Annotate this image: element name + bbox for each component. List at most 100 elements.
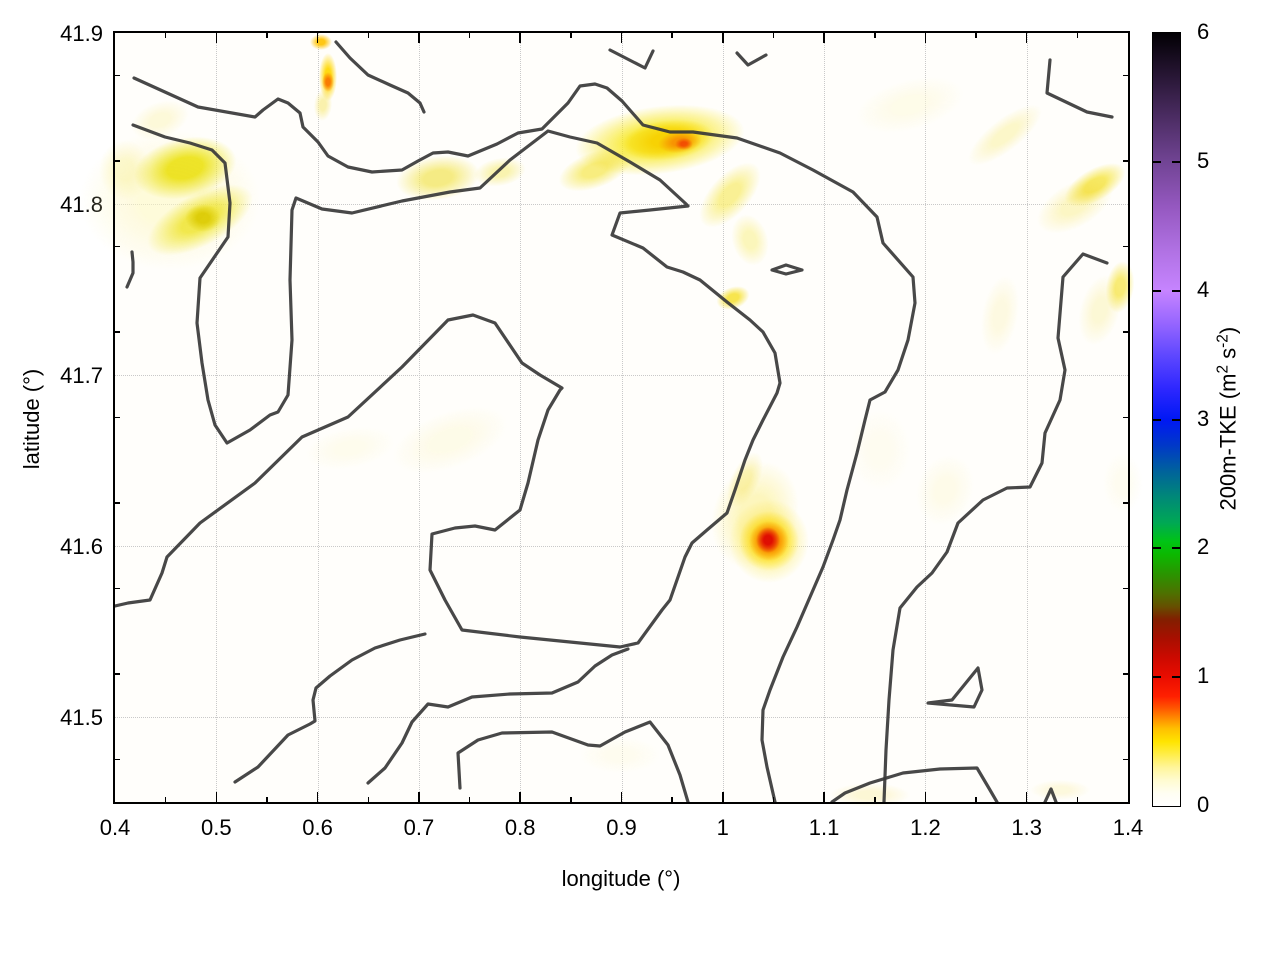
colorbar-tick [1153, 289, 1161, 292]
axis-tick [1123, 416, 1128, 419]
cblabel-text: s [1215, 347, 1241, 365]
axis-tick [418, 33, 420, 43]
colorbar-label: 200m-TKE (m2 s-2) [1214, 304, 1241, 534]
axis-tick [1025, 792, 1028, 802]
gridline-v [621, 33, 623, 802]
contour-line-bl-diag-2 [366, 647, 630, 785]
gridline-h [115, 203, 1128, 205]
axis-tick [316, 33, 319, 43]
cblabel-text: ) [1215, 326, 1241, 335]
contour-line-bottom-bump [830, 766, 999, 802]
gridline-layer [115, 33, 1128, 802]
contour-line-small-diamond [770, 263, 804, 276]
gridline-v [317, 33, 319, 802]
colorbar-gradient [1152, 32, 1181, 807]
y-tick-label: 41.6 [60, 533, 103, 559]
colorbar-tick-label: 3 [1197, 405, 1210, 431]
x-tick-label: 1.3 [1011, 815, 1042, 840]
contour-line-bl-diag-1 [233, 632, 427, 784]
axis-tick [468, 797, 471, 802]
axis-tick [570, 33, 572, 38]
axis-tick [1123, 245, 1128, 248]
colorbar-tick-label: 2 [1197, 534, 1210, 560]
colorbar-tick [1153, 676, 1161, 679]
axis-tick [1123, 502, 1128, 504]
colorbar-tick-label: 4 [1197, 276, 1210, 302]
colorbar-tick [1172, 160, 1180, 163]
axis-tick [722, 33, 724, 43]
axis-tick [1123, 587, 1128, 590]
heat-blob [580, 737, 660, 773]
gridline-v [824, 33, 826, 802]
gridline-h [115, 716, 1128, 718]
axis-tick [367, 33, 369, 38]
colorbar-tick-label: 0 [1197, 792, 1210, 817]
contour-line-top-v-2 [735, 51, 768, 67]
contour-line-top-right-fragment [1045, 58, 1114, 119]
heat-blob [850, 410, 910, 490]
y-tick-label: 41.5 [60, 704, 103, 730]
axis-tick [975, 797, 977, 802]
x-tick-label: 0.8 [504, 815, 536, 840]
axis-tick [874, 797, 876, 802]
gridline-v [722, 33, 724, 802]
axis-tick [1076, 797, 1079, 802]
axis-tick [874, 33, 876, 38]
axis-tick [772, 797, 775, 802]
colorbar-tick [1172, 289, 1180, 292]
x-tick-label: 0.7 [403, 815, 435, 840]
colorbar-tick [1172, 547, 1180, 550]
colorbar-tick [1153, 418, 1161, 421]
axis-tick [115, 331, 120, 333]
x-tick-label: 1.2 [910, 815, 941, 840]
gridline-v [520, 33, 522, 802]
tick-layer [115, 33, 1128, 802]
axis-tick [468, 33, 471, 38]
axis-tick [570, 797, 572, 802]
y-tick-label: 41.7 [60, 362, 103, 388]
axis-tick [620, 33, 623, 43]
axis-tick [164, 33, 167, 38]
axis-tick [823, 33, 825, 43]
x-tick-label: 0.5 [201, 815, 232, 840]
axis-tick [671, 33, 673, 38]
axis-tick [1123, 74, 1128, 77]
axis-tick [266, 797, 268, 802]
colorbar-tick [1172, 418, 1180, 421]
contour-line-bottom-spike [1043, 787, 1058, 802]
x-tick-label: 0.9 [606, 815, 637, 840]
heat-blob [322, 72, 334, 92]
axis-tick [772, 33, 775, 38]
axis-tick [115, 416, 120, 419]
axis-tick [620, 792, 623, 802]
axis-tick [1076, 33, 1079, 38]
x-tick-label: 1 [716, 815, 729, 840]
axis-tick [975, 33, 977, 38]
colorbar-tick-label: 5 [1197, 147, 1210, 173]
axis-tick [115, 502, 120, 504]
axis-tick [823, 792, 825, 802]
axis-tick [215, 33, 218, 43]
axis-tick [115, 758, 120, 761]
heat-blob [675, 138, 693, 150]
gridline-v [216, 33, 218, 802]
contour-line-bl-diag-3 [456, 720, 690, 802]
axis-tick [316, 792, 319, 802]
axis-tick [215, 792, 218, 802]
axis-tick [115, 74, 120, 77]
axis-tick [671, 797, 673, 802]
contour-line-right-side [882, 252, 1109, 802]
contour-line-left-edge-stub [125, 250, 135, 289]
gridline-v [418, 33, 420, 802]
heat-blob [756, 527, 780, 553]
colorbar-tick-label: 6 [1197, 19, 1210, 44]
axis-tick [164, 797, 167, 802]
axis-tick [1123, 758, 1128, 761]
axis-tick [1025, 33, 1028, 43]
axis-tick [1123, 673, 1128, 675]
axis-tick [266, 33, 268, 38]
x-tick-label: 0.6 [302, 815, 333, 840]
axis-tick [115, 673, 120, 675]
axis-tick [115, 245, 120, 248]
axis-tick [924, 33, 927, 43]
